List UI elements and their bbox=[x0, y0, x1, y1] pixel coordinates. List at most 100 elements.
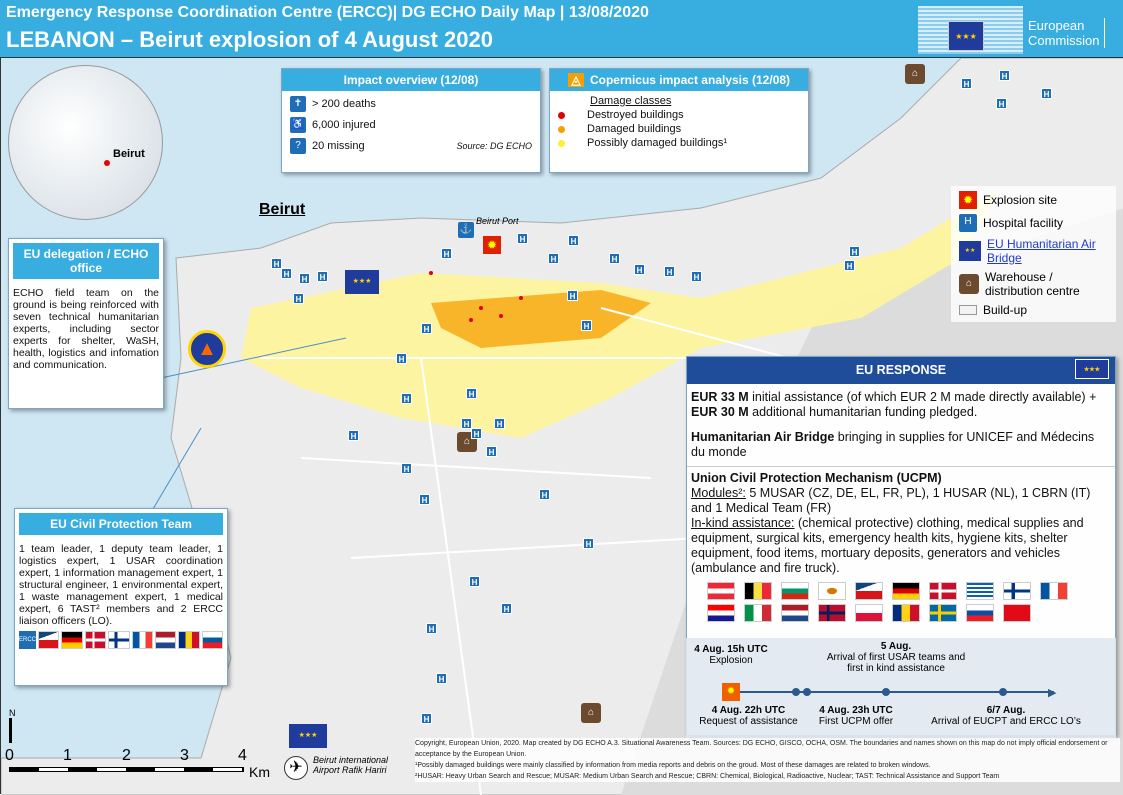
hospital-icon[interactable]: H bbox=[691, 271, 702, 282]
scale-tick: 4 bbox=[238, 747, 247, 764]
air-bridge-flag-icon[interactable]: ★★★ bbox=[289, 724, 327, 748]
flag-tr-icon bbox=[1003, 604, 1031, 622]
eu-flag-icon: ★★★ bbox=[948, 21, 984, 51]
flag-fi-icon bbox=[108, 631, 130, 649]
hospital-icon[interactable]: H bbox=[401, 393, 412, 404]
delegation-text: ECHO field team on the ground is being r… bbox=[13, 287, 159, 371]
hospital-icon[interactable]: H bbox=[419, 494, 430, 505]
flag-hr-icon bbox=[707, 604, 735, 622]
hospital-icon[interactable]: H bbox=[999, 70, 1010, 81]
flag-it-icon bbox=[744, 604, 772, 622]
hospital-icon[interactable]: H bbox=[436, 673, 447, 684]
scale-tick: 0 bbox=[5, 747, 14, 764]
damage-classes-heading: Damage classes bbox=[590, 95, 672, 107]
scale-tick: 1 bbox=[63, 747, 72, 764]
hospital-icon[interactable]: H bbox=[581, 320, 592, 331]
map[interactable]: Beirut Beirut ⚓ Beirut Port ✹ ★★★ ★★★ ✈ … bbox=[0, 57, 1123, 795]
footnote: ¹Possibly damaged buildings were mainly … bbox=[415, 762, 931, 769]
hospital-icon[interactable]: H bbox=[281, 268, 292, 279]
copernicus-title: Copernicus impact analysis (12/08) bbox=[589, 73, 791, 87]
hospital-icon[interactable]: H bbox=[961, 78, 972, 89]
cp-title: EU Civil Protection Team bbox=[19, 513, 223, 535]
hospital-icon[interactable]: H bbox=[271, 258, 282, 269]
hospital-icon[interactable]: H bbox=[299, 273, 310, 284]
hospital-icon[interactable]: H bbox=[469, 576, 480, 587]
hospital-icon[interactable]: H bbox=[517, 233, 528, 244]
hospital-icon[interactable]: H bbox=[441, 248, 452, 259]
scale-bar: N 0 1 2 3 4 Km bbox=[5, 708, 279, 780]
hospital-icon: H bbox=[959, 214, 977, 232]
warehouse-icon[interactable]: ⌂ bbox=[581, 703, 601, 723]
eu-delegation-panel: EU delegation / ECHO office ECHO field t… bbox=[8, 238, 164, 409]
hospital-icon[interactable]: H bbox=[634, 264, 645, 275]
civil-protection-panel: EU Civil Protection Team 1 team leader, … bbox=[14, 508, 228, 686]
deaths-count: > 200 deaths bbox=[312, 98, 376, 110]
hospital-icon[interactable]: H bbox=[609, 253, 620, 264]
footer-notes: Copyright, European Union, 2020. Map cre… bbox=[415, 738, 1120, 782]
hospital-icon[interactable]: H bbox=[849, 246, 860, 257]
flag-fr-icon bbox=[131, 631, 153, 649]
cp-text: 1 team leader, 1 deputy team leader, 1 l… bbox=[19, 543, 223, 627]
hospital-icon[interactable]: H bbox=[567, 290, 578, 301]
flag-cz-icon bbox=[855, 582, 883, 600]
flag-sk-icon bbox=[966, 604, 994, 622]
funding-text: EUR 33 M initial assistance (of which EU… bbox=[691, 390, 1097, 419]
hospital-icon[interactable]: H bbox=[501, 603, 512, 614]
hospital-icon[interactable]: H bbox=[494, 418, 505, 429]
inset-label: Beirut bbox=[113, 148, 145, 160]
damage-class: Damaged buildings bbox=[587, 123, 682, 135]
hospital-icon[interactable]: H bbox=[421, 713, 432, 724]
timeline-event: 4 Aug. 22h UTC Request of assistance bbox=[699, 705, 798, 727]
ucpm-flags-row bbox=[707, 582, 1095, 600]
injured-count: 6,000 injured bbox=[312, 119, 376, 131]
copernicus-panel: ◬ Copernicus impact analysis (12/08) Dama… bbox=[549, 68, 809, 173]
hospital-icon[interactable]: H bbox=[664, 266, 675, 277]
hospital-icon[interactable]: H bbox=[348, 430, 359, 441]
air-bridge-flag-icon[interactable]: ★★★ bbox=[345, 270, 379, 294]
flag-cy-icon bbox=[818, 582, 846, 600]
scale-tick: 3 bbox=[180, 747, 189, 764]
flag-se-icon bbox=[929, 604, 957, 622]
hospital-icon[interactable]: H bbox=[844, 260, 855, 271]
hospital-icon[interactable]: H bbox=[471, 428, 482, 439]
explosion-site-icon[interactable]: ✹ bbox=[483, 236, 501, 254]
legend-label: Hospital facility bbox=[983, 216, 1064, 230]
north-arrow-icon: N bbox=[9, 708, 16, 718]
flag-at-icon bbox=[707, 582, 735, 600]
hospital-icon[interactable]: H bbox=[396, 353, 407, 364]
copyright-text: Copyright, European Union, 2020. Map cre… bbox=[415, 740, 1108, 758]
hospital-icon[interactable]: H bbox=[401, 463, 412, 474]
warehouse-icon[interactable]: ⌂ bbox=[905, 64, 925, 84]
hospital-icon[interactable]: H bbox=[426, 623, 437, 634]
deaths-icon: ✝ bbox=[290, 96, 306, 112]
hospital-icon[interactable]: H bbox=[421, 323, 432, 334]
flag-ro-icon bbox=[892, 604, 920, 622]
cp-team-icon[interactable]: ▲ bbox=[188, 330, 226, 368]
hospital-icon[interactable]: H bbox=[548, 253, 559, 264]
flag-dk-icon bbox=[929, 582, 957, 600]
hospital-icon[interactable]: H bbox=[583, 538, 594, 549]
buildup-icon bbox=[959, 305, 977, 315]
hospital-icon[interactable]: H bbox=[486, 446, 497, 457]
destroyed-dot-icon bbox=[558, 111, 565, 119]
injured-icon: ♿ bbox=[290, 117, 306, 133]
city-label: Beirut bbox=[259, 201, 306, 218]
hospital-icon[interactable]: H bbox=[996, 98, 1007, 109]
flag-ro-icon bbox=[178, 631, 200, 649]
legend-link[interactable]: EU Humanitarian Air Bridge bbox=[987, 237, 1096, 265]
legend-label: Explosion site bbox=[983, 193, 1058, 207]
header: Emergency Response Coordination Centre (… bbox=[0, 0, 1123, 57]
hospital-icon[interactable]: H bbox=[461, 418, 472, 429]
hospital-icon[interactable]: H bbox=[293, 293, 304, 304]
flag-gr-icon bbox=[966, 582, 994, 600]
legend-label: Build-up bbox=[983, 303, 1028, 317]
hospital-icon[interactable]: H bbox=[539, 489, 550, 500]
hospital-icon[interactable]: H bbox=[466, 388, 477, 399]
flag-fi-icon bbox=[1003, 582, 1031, 600]
hospital-icon[interactable]: H bbox=[1041, 88, 1052, 99]
hospital-icon[interactable]: H bbox=[317, 271, 328, 282]
flag-nl-icon bbox=[154, 631, 177, 649]
copernicus-icon: ◬ bbox=[567, 73, 584, 87]
legend-label: Warehouse / distribution centre bbox=[985, 270, 1080, 298]
hospital-icon[interactable]: H bbox=[568, 235, 579, 246]
